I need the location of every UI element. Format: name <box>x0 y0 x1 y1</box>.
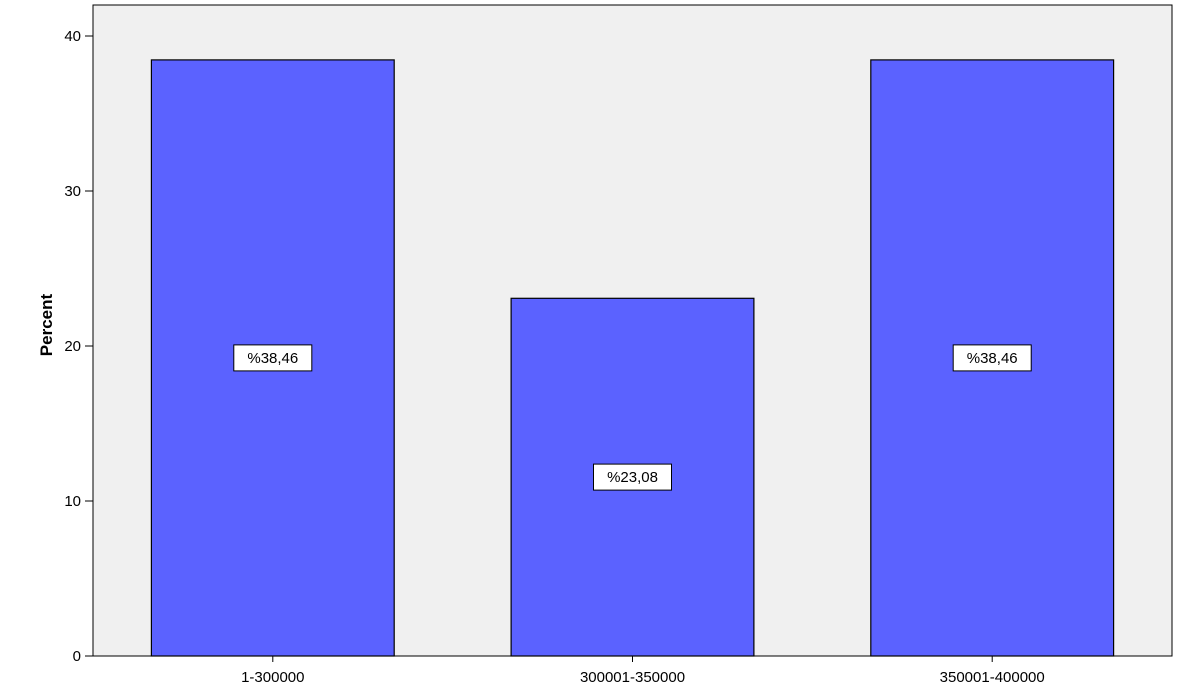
x-tick-label-3: 350001-400000 <box>940 669 1045 686</box>
data-label-text: %23,08 <box>607 469 658 486</box>
data-label-1: %38,46 <box>233 344 313 372</box>
data-label-box <box>952 344 1032 372</box>
bars-layer: %38,46 %23,08 %38,46 <box>150 59 1115 657</box>
x-tick-label-1: 1-300000 <box>241 669 304 686</box>
y-tick-label-40: 40 <box>64 28 81 45</box>
y-tick-label-30: 30 <box>64 183 81 200</box>
y-tick-label-20: 20 <box>64 338 81 355</box>
y-axis-title: Percent <box>37 293 56 356</box>
data-label-box <box>593 463 672 491</box>
y-axis: 0 10 20 30 40 <box>64 28 93 665</box>
y-tick-label-0: 0 <box>73 648 81 665</box>
data-label-box <box>233 344 313 372</box>
x-tick-label-2: 300001-350000 <box>580 669 685 686</box>
data-label-3: %38,46 <box>952 344 1032 372</box>
x-axis: 1-300000 300001-350000 350001-400000 <box>241 656 1045 686</box>
data-label-text: %38,46 <box>967 350 1018 367</box>
data-label-text: %38,46 <box>247 350 298 367</box>
data-label-2: %23,08 <box>593 463 672 491</box>
y-tick-label-10: 10 <box>64 493 81 510</box>
